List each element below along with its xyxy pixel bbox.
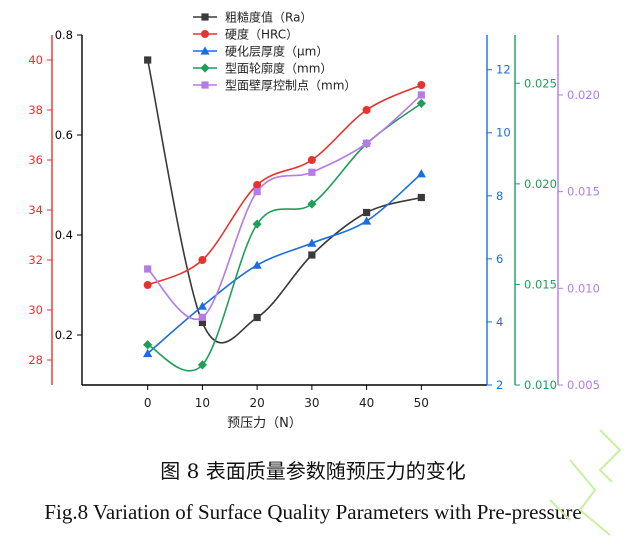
- series-line-3: [147, 173, 422, 355]
- legend-item-4: 型面轮廓度（mm）: [193, 61, 332, 76]
- data-point: [417, 81, 426, 89]
- series-line-2: [147, 84, 422, 286]
- legend-marker: [200, 46, 210, 55]
- data-point: [198, 318, 207, 327]
- x-axis-title: 预压力（N）: [227, 416, 302, 430]
- data-point: [361, 216, 372, 225]
- data-point: [307, 199, 317, 209]
- data-point: [307, 238, 317, 247]
- y-tick-label-cont: 0.025: [524, 76, 557, 90]
- y-tick-label-ra: 0.2: [55, 328, 73, 342]
- y-tick-label-ra: 0.6: [55, 128, 73, 142]
- legend-marker: [200, 63, 210, 73]
- legend-label: 型面轮廓度（mm）: [225, 61, 332, 76]
- legend-label: 硬度（HRC）: [225, 27, 298, 42]
- y-tick-label-hrc: 32: [28, 253, 43, 267]
- x-tick-label: 50: [414, 396, 429, 410]
- series-4: [143, 98, 426, 372]
- data-point: [197, 360, 208, 370]
- data-point: [416, 98, 426, 108]
- x-tick-label: 30: [304, 396, 319, 410]
- data-point: [143, 340, 153, 350]
- chart-figure: 0 10 20 30 40 50预压力（N）0.20.40.60.828303234363…: [28, 10, 600, 431]
- data-point: [253, 313, 261, 322]
- data-point: [143, 348, 153, 358]
- figure-caption-chinese: 图 8 表面质量参数随预压力的变化: [160, 459, 466, 483]
- x-tick-label: 40: [359, 396, 374, 410]
- watermark-icon: [549, 429, 622, 536]
- series-5: [144, 91, 425, 321]
- series-1: [144, 56, 425, 344]
- data-point: [144, 265, 152, 273]
- data-point: [307, 156, 316, 164]
- data-point: [308, 251, 316, 259]
- y-tick-label-dep: 2: [496, 378, 503, 392]
- data-point: [252, 219, 262, 229]
- data-point: [143, 281, 152, 289]
- y-tick-label-ra: 0.4: [55, 228, 73, 242]
- y-tick-label-hrc: 28: [28, 353, 43, 367]
- legend-item-5: 型面壁厚控制点（mm）: [193, 78, 356, 93]
- data-point: [197, 301, 208, 310]
- y-tick-label-wall: 0.015: [567, 185, 600, 199]
- data-point: [253, 188, 261, 196]
- y-tick-label-wall: 0.005: [567, 378, 600, 392]
- data-point: [362, 208, 371, 217]
- data-point: [253, 181, 262, 189]
- legend-label: 粗糙度值（Ra）: [225, 10, 312, 25]
- legend-item-2: 硬度（HRC）: [193, 27, 298, 42]
- y-tick-label-dep: 12: [496, 63, 511, 77]
- y-tick-label-dep: 10: [496, 126, 511, 140]
- figure-caption-english: Fig.8 Variation of Surface Quality Param…: [44, 500, 582, 524]
- y-tick-label-hrc: 40: [28, 53, 43, 67]
- y-tick-label-hrc: 36: [28, 153, 43, 167]
- y-tick-label-cont: 0.010: [524, 378, 557, 392]
- y-tick-label-cont: 0.020: [524, 177, 557, 191]
- legend-label: 型面壁厚控制点（mm）: [225, 78, 356, 93]
- y-tick-label-dep: 6: [496, 252, 503, 266]
- legend-item-3: 硬化层厚度（μm）: [193, 44, 328, 59]
- y-tick-label-cont: 0.015: [524, 277, 557, 291]
- data-point: [198, 313, 207, 321]
- y-tick-label-wall: 0.010: [567, 281, 600, 295]
- data-point: [417, 91, 425, 99]
- data-point: [417, 193, 425, 202]
- legend-item-1: 粗糙度值（Ra）: [193, 10, 312, 25]
- data-point: [252, 260, 262, 269]
- series-2: [143, 81, 426, 289]
- y-tick-label-dep: 4: [496, 315, 503, 329]
- legend-marker: [201, 30, 209, 38]
- series-line-4: [147, 102, 422, 372]
- y-tick-label-ra: 0.8: [55, 28, 73, 42]
- x-tick-label: 0: [144, 396, 152, 410]
- y-tick-label-dep: 8: [496, 189, 503, 203]
- legend-label: 硬化层厚度（μm）: [225, 44, 328, 59]
- data-point: [144, 56, 152, 64]
- data-point: [362, 139, 371, 147]
- x-tick-label: 20: [249, 396, 264, 410]
- legend-marker: [201, 81, 209, 89]
- legend-marker: [201, 13, 209, 21]
- data-point: [416, 169, 426, 178]
- data-point: [198, 256, 207, 264]
- x-tick-label: 10: [195, 396, 210, 410]
- series-3: [143, 169, 426, 358]
- data-point: [308, 168, 316, 176]
- y-tick-label-hrc: 34: [28, 203, 43, 217]
- y-tick-label-hrc: 38: [28, 103, 43, 117]
- data-point: [362, 106, 371, 114]
- y-tick-label-hrc: 30: [28, 303, 43, 317]
- y-tick-label-wall: 0.020: [567, 88, 600, 102]
